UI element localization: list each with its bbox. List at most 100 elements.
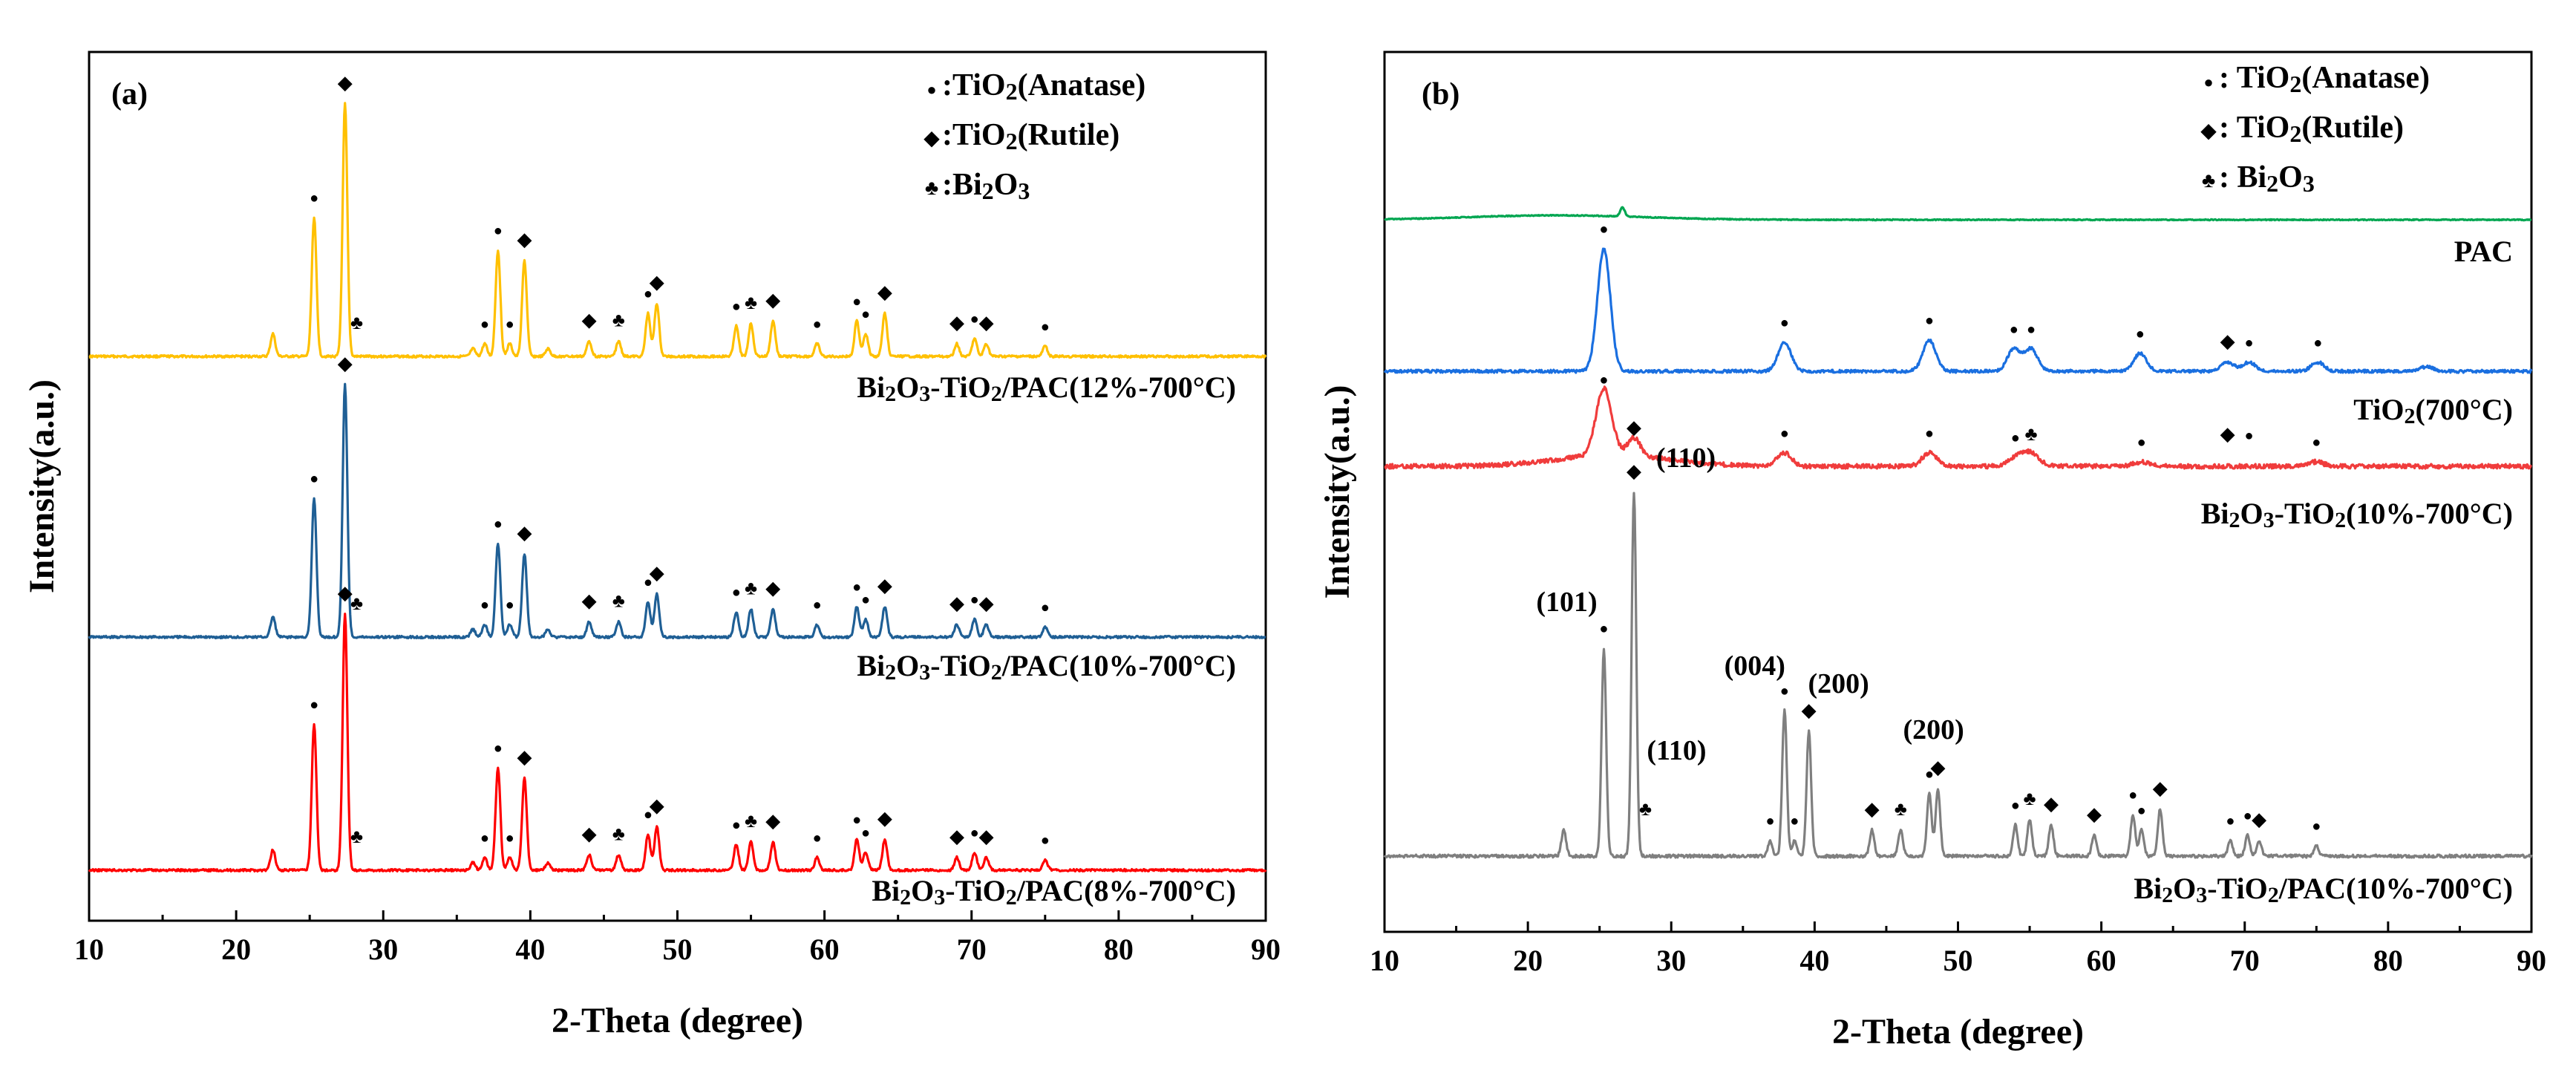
peak-marker: ● (970, 592, 979, 608)
x-tick-label: 90 (1251, 933, 1281, 966)
peak-marker: ● (2243, 808, 2252, 824)
peak-marker: ● (1041, 319, 1050, 335)
legend-label: : TiO2(Rutile) (2219, 111, 2404, 147)
legend-symbol: ♣ (2202, 169, 2215, 192)
peak-marker: ● (1041, 599, 1050, 616)
legend-symbol: ◆ (2200, 120, 2217, 143)
peak-marker: ◆ (877, 575, 892, 596)
x-axis-label: 2-Theta (degree) (1832, 1012, 2084, 1051)
legend-label: :Bi2O3 (942, 168, 1030, 204)
x-tick-label: 70 (2230, 944, 2260, 977)
peak-marker: ● (494, 223, 503, 239)
peak-marker: ● (480, 597, 489, 613)
peak-marker: ◆ (1865, 798, 1880, 820)
peak-marker: ● (2313, 335, 2322, 351)
x-tick-label: 70 (957, 933, 987, 966)
miller-index-label: (004) (1725, 650, 1785, 682)
peak-marker: ◆ (517, 229, 532, 250)
peak-marker: ◆ (650, 272, 664, 293)
peak-marker: ● (494, 740, 503, 757)
peak-marker: ● (2128, 787, 2137, 803)
peak-marker: ♣ (350, 826, 363, 847)
x-tick-label: 50 (1944, 944, 1973, 977)
peak-marker: ◆ (582, 823, 597, 844)
series-label: Bi2O3-TiO2/PAC(12%-700°C) (857, 371, 1236, 406)
peak-marker: ● (506, 597, 514, 613)
series-label: Bi2O3-TiO2(10%-700°C) (2201, 497, 2513, 532)
peak-marker: ◆ (582, 310, 597, 331)
peak-marker: ● (2011, 430, 2020, 446)
peak-marker: ● (310, 696, 318, 713)
peak-marker: ♣ (1895, 798, 1907, 820)
peak-marker: ◆ (338, 353, 353, 374)
peak-marker: ● (813, 830, 822, 846)
peak-marker: ● (2312, 818, 2321, 835)
panel-label: (b) (1422, 77, 1459, 111)
y-axis-label: Intensity(a.u.) (22, 379, 62, 593)
peak-marker: ● (732, 298, 741, 315)
peak-marker: ● (2011, 797, 2020, 814)
peak-marker: ● (732, 818, 741, 834)
panel-label: (a) (111, 77, 148, 111)
series-line (1384, 206, 2532, 222)
series-0: PAC (1384, 206, 2532, 268)
plot-frame (88, 50, 1267, 922)
peak-marker: ● (1765, 813, 1774, 829)
peak-marker: ● (644, 574, 653, 590)
peak-marker: ♣ (2024, 788, 2036, 809)
x-tick-label: 90 (2517, 944, 2546, 977)
peak-marker: ● (970, 825, 979, 841)
peak-marker: ● (1599, 221, 1608, 238)
peak-marker: ● (852, 579, 861, 595)
series-line (88, 382, 1266, 640)
x-tick-label: 10 (74, 933, 104, 966)
legend-symbol: ♣ (925, 177, 938, 200)
peak-marker: ◆ (338, 582, 353, 604)
peak-marker: ◆ (765, 289, 780, 310)
x-tick-label: 60 (2087, 944, 2116, 977)
peak-marker: ◆ (877, 281, 892, 303)
peak-marker: ● (732, 584, 741, 601)
series-2: ●◆♣ ●●●◆◆ ♣●◆● ♣ ◆●●●◆◆ ● ◆ ●Bi2O3-TiO2/PAC(8%-… (88, 582, 1267, 910)
peak-marker: ♣ (612, 590, 625, 612)
peak-marker: ● (2136, 326, 2145, 342)
peak-marker: ◆ (979, 826, 994, 847)
peak-marker: ● (1780, 683, 1789, 699)
peak-marker: ◆ (949, 593, 964, 614)
peak-marker: ● (1925, 766, 1934, 783)
peak-marker: ◆ (2153, 777, 2168, 799)
miller-index-label: (101) (1536, 587, 1597, 618)
series-1: ●◆♣ ●●●◆◆ ♣●◆● ♣ ◆●●●◆◆ ● ◆ ●Bi2O3-TiO2/PAC(10%… (88, 353, 1266, 685)
peak-marker: ◆ (517, 522, 532, 544)
peak-marker: ● (861, 825, 870, 841)
peak-marker: ◆ (765, 578, 780, 599)
peak-marker: ● (310, 471, 318, 487)
peak-marker: ◆ (949, 312, 964, 333)
peak-marker: ♣ (745, 292, 757, 313)
peak-marker: ● (861, 306, 870, 322)
peak-marker: ♣ (350, 312, 363, 333)
peak-marker: ◆ (338, 72, 353, 94)
peak-marker: ◆ (2220, 423, 2235, 445)
peak-marker: ◆ (765, 810, 780, 832)
peak-marker: ● (852, 293, 861, 310)
peak-marker: ● (1599, 372, 1608, 388)
x-tick-label: 80 (2373, 944, 2403, 977)
series-label: Bi2O3-TiO2/PAC(10%-700°C) (857, 649, 1236, 685)
legend-symbol: ◆ (923, 127, 940, 150)
peak-marker: ♣ (1639, 798, 1652, 820)
legend-label: :TiO2(Rutile) (942, 118, 1119, 154)
x-tick-label: 60 (810, 933, 840, 966)
peak-marker: ◆ (582, 590, 597, 612)
x-tick-label: 50 (663, 933, 693, 966)
peak-marker: ◆ (1627, 417, 1641, 438)
series-line (1383, 492, 2533, 859)
series-3: ●◆♣●●●◆◆ ♣●◆● ♣ ◆ ◆●●◆● ● ◆ ●(101)(110)(110)(00… (1383, 443, 2533, 907)
legend-label: : TiO2(Anatase) (2219, 61, 2430, 97)
peak-marker: ● (1599, 621, 1608, 637)
peak-marker: ♣ (612, 823, 625, 844)
peak-marker: ◆ (979, 312, 994, 333)
miller-index-label: (200) (1903, 714, 1964, 745)
x-tick-label: 30 (1656, 944, 1686, 977)
peak-marker: ◆ (1627, 460, 1641, 482)
